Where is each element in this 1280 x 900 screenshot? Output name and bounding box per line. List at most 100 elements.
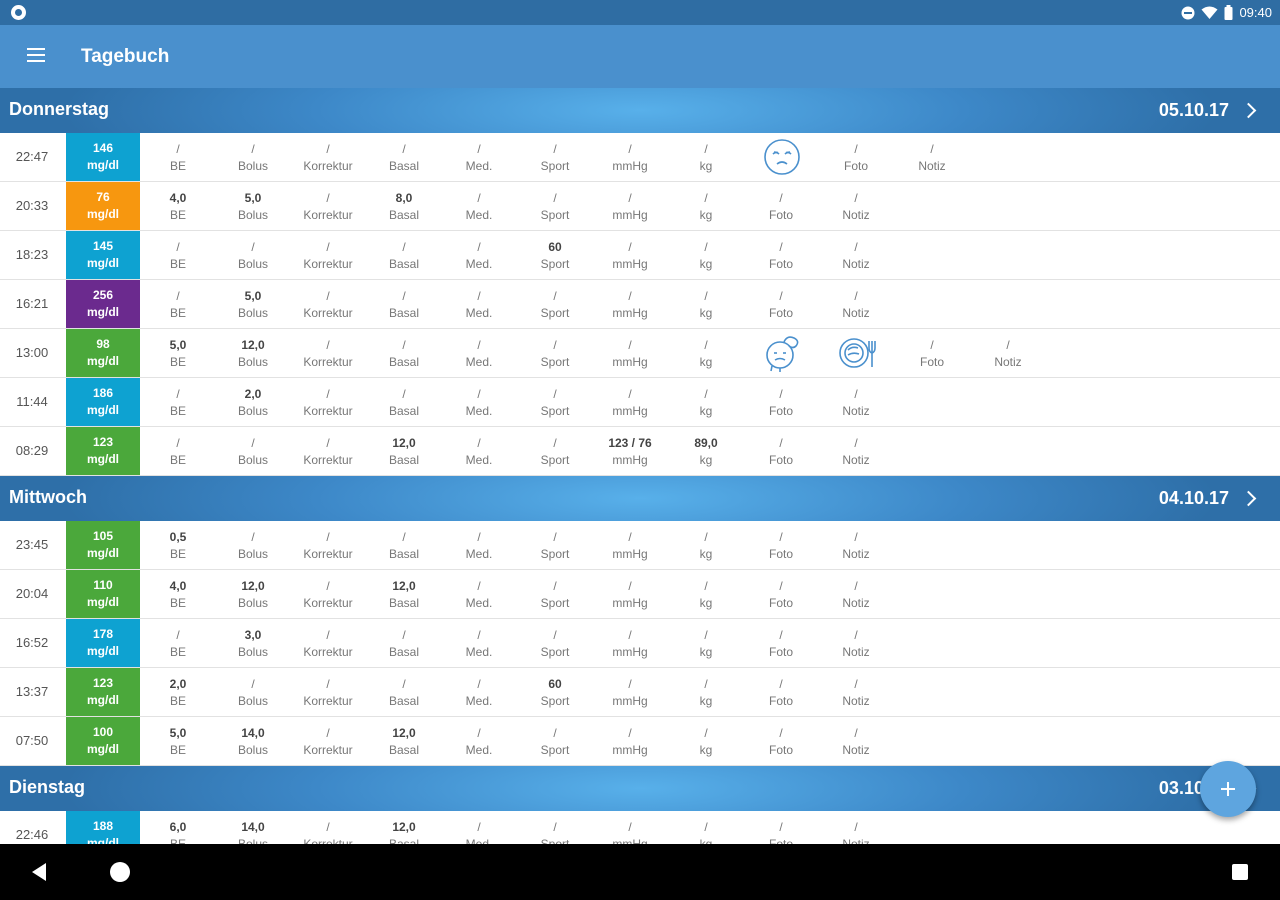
entry-cell: / mmHg (590, 287, 670, 322)
cell-label: Basal (388, 404, 420, 418)
cell-value: / (477, 240, 481, 254)
day-header[interactable]: Mittwoch 04.10.17 (0, 476, 1280, 521)
cell-value: / (553, 579, 557, 593)
entry-cell: / Notiz (816, 528, 896, 563)
cell-label: Sport (540, 208, 570, 222)
entry-cell: / Korrektur (288, 724, 368, 759)
day-header[interactable]: Donnerstag 05.10.17 (0, 88, 1280, 133)
entry-cell: / BE (138, 385, 218, 420)
glucose-value: 123 (92, 676, 114, 690)
diary-entry[interactable]: 16:52 178 mg/dl / BE 3,0 Bolus / Korrektur / Basal… (0, 619, 1280, 668)
entry-cell: / kg (666, 385, 746, 420)
recents-icon[interactable] (1227, 859, 1253, 885)
glucose-unit: mg/dl (87, 693, 119, 707)
chevron-right-icon[interactable] (1238, 485, 1262, 511)
cell-label: Med. (465, 743, 493, 757)
entry-cell: / Bolus (213, 238, 293, 273)
glucose-unit: mg/dl (87, 546, 119, 560)
cell-label: kg (699, 257, 713, 271)
entry-cell: / Sport (515, 626, 595, 661)
cell-label: Korrektur (303, 306, 353, 320)
diary-entry[interactable]: 11:44 186 mg/dl / BE 2,0 Bolus / Korrektur / Basal… (0, 378, 1280, 427)
glucose-badge: 98 mg/dl (66, 329, 140, 377)
sick-face-icon[interactable] (741, 333, 821, 373)
cell-value: / (704, 530, 708, 544)
diary-entry[interactable]: 13:00 98 mg/dl 5,0 BE 12,0 Bolus / Korrektur / Bas… (0, 329, 1280, 378)
diary-entry[interactable]: 23:45 105 mg/dl 0,5 BE / Bolus / Korrektur / Basal… (0, 521, 1280, 570)
cell-label: Korrektur (303, 257, 353, 271)
diary-list[interactable]: Donnerstag 05.10.17 22:47 146 mg/dl / BE / Bolus… (0, 88, 1280, 844)
diary-entry[interactable]: 08:29 123 mg/dl / BE / Bolus / Korrektur 12,0 Basa… (0, 427, 1280, 476)
cell-label: mmHg (612, 547, 648, 561)
entry-cell: / kg (666, 818, 746, 844)
day-header[interactable]: Dienstag 03.10.17 (0, 766, 1280, 811)
cell-value: / (402, 338, 406, 352)
entry-cell: / Med. (439, 336, 519, 371)
cell-value: 5,0 (169, 338, 187, 352)
cell-value: / (553, 338, 557, 352)
glucose-unit: mg/dl (87, 595, 119, 609)
cell-value: 12,0 (392, 436, 416, 450)
cell-value: 5,0 (244, 289, 262, 303)
diary-entry[interactable]: 20:33 76 mg/dl 4,0 BE 5,0 Bolus / Korrektur 8,0 Ba… (0, 182, 1280, 231)
entry-cell: / Med. (439, 434, 519, 469)
entry-time: 08:29 (15, 443, 49, 458)
wifi-icon (1201, 6, 1218, 19)
diary-entry[interactable]: 13:37 123 mg/dl 2,0 BE / Bolus / Korrektur / Basal… (0, 668, 1280, 717)
cell-label: Med. (465, 355, 493, 369)
cell-value: / (477, 436, 481, 450)
cell-label: Korrektur (303, 404, 353, 418)
entry-cell: 2,0 BE (138, 675, 218, 710)
cell-label: BE (169, 257, 186, 271)
diary-entry[interactable]: 22:46 188 mg/dl 6,0 BE 14,0 Bolus / Korrektur 12,… (0, 811, 1280, 844)
cell-value: / (477, 338, 481, 352)
cell-label: Med. (465, 547, 493, 561)
cell-value: / (326, 240, 330, 254)
cell-label: Korrektur (303, 547, 353, 561)
glucose-badge: 256 mg/dl (66, 280, 140, 328)
cell-label: Korrektur (303, 159, 353, 173)
diary-entry[interactable]: 18:23 145 mg/dl / BE / Bolus / Korrektur / Basal / M… (0, 231, 1280, 280)
cell-value: / (779, 240, 783, 254)
entry-cell: 0,5 BE (138, 528, 218, 563)
entry-cell: / Notiz (816, 675, 896, 710)
entry-cell: / mmHg (590, 528, 670, 563)
tired-face-icon[interactable] (741, 137, 821, 177)
glucose-value: 188 (92, 819, 114, 833)
entry-cell: / Med. (439, 528, 519, 563)
entry-time: 22:46 (15, 827, 49, 842)
cell-label: Foto (768, 694, 793, 708)
entry-cell: / BE (138, 238, 218, 273)
home-icon[interactable] (107, 859, 133, 885)
cell-label: BE (169, 596, 186, 610)
cell-value: 12,0 (241, 579, 265, 593)
diary-entry[interactable]: 16:21 256 mg/dl / BE 5,0 Bolus / Korrektur / Basal… (0, 280, 1280, 329)
cell-label: Sport (540, 355, 570, 369)
cell-value: / (854, 820, 858, 834)
glucose-badge: 188 mg/dl (66, 811, 140, 844)
entry-cell: / kg (666, 238, 746, 273)
entry-cell: / mmHg (590, 336, 670, 371)
chevron-right-icon[interactable] (1238, 97, 1262, 123)
cell-label: Basal (388, 257, 420, 271)
diary-entry[interactable]: 22:47 146 mg/dl / BE / Bolus / Korrektur / Basal / M… (0, 133, 1280, 182)
cell-label: Bolus (237, 208, 269, 222)
entry-cell: / Sport (515, 287, 595, 322)
cell-value: / (628, 820, 632, 834)
cell-label: mmHg (612, 159, 648, 173)
back-icon[interactable] (28, 859, 54, 885)
cell-label: Basal (388, 694, 420, 708)
meal-plate-icon[interactable] (816, 333, 896, 373)
add-entry-button[interactable] (1200, 761, 1256, 817)
entry-cell: / Sport (515, 818, 595, 844)
hamburger-menu-icon[interactable] (16, 42, 56, 72)
diary-entry[interactable]: 07:50 100 mg/dl 5,0 BE 14,0 Bolus / Korrektur 12,… (0, 717, 1280, 766)
cell-value: / (1006, 338, 1010, 352)
entry-cell: / mmHg (590, 626, 670, 661)
entry-cell: 2,0 Bolus (213, 385, 293, 420)
cell-label: Korrektur (303, 453, 353, 467)
diary-entry[interactable]: 20:04 110 mg/dl 4,0 BE 12,0 Bolus / Korrektur 12,… (0, 570, 1280, 619)
cell-value: 12,0 (241, 338, 265, 352)
cell-label: Foto (768, 306, 793, 320)
entry-cell: / Med. (439, 577, 519, 612)
